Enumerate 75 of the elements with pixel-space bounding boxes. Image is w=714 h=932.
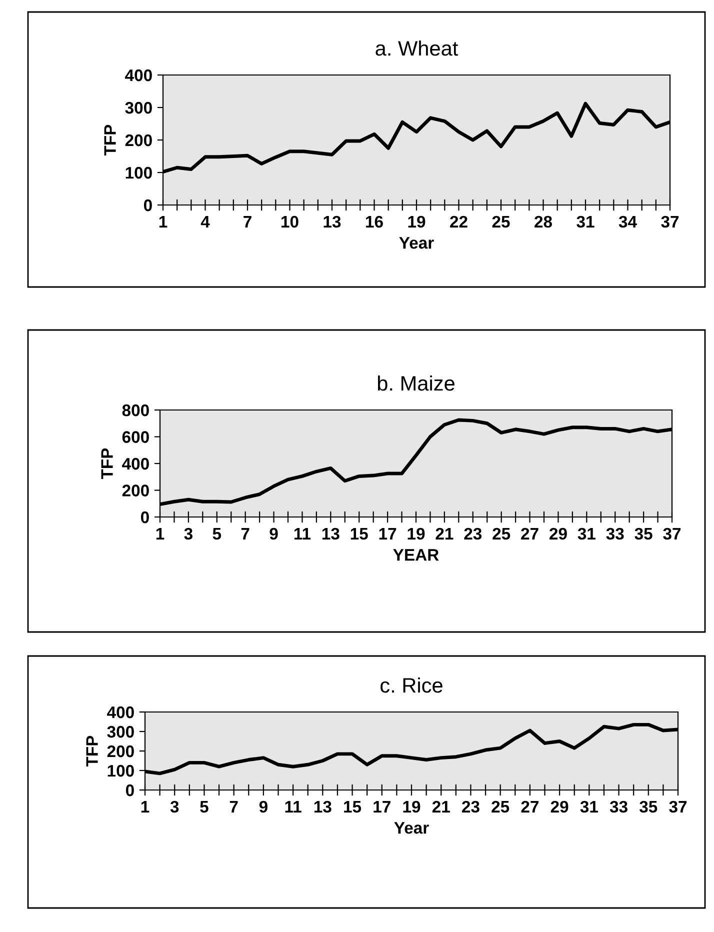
y-axis-title: TFP — [104, 124, 116, 156]
x-tick-label: 5 — [200, 801, 208, 813]
x-tick-label: 29 — [550, 800, 568, 813]
x-tick-label: 1 — [159, 216, 168, 228]
chart-title: a. Wheat — [376, 40, 458, 56]
x-tick-label: 31 — [580, 800, 598, 813]
x-tick-label: 37 — [661, 216, 679, 228]
x-tick-label: 1 — [141, 801, 150, 812]
x-tick-label: 31 — [576, 216, 594, 228]
x-tick-label: 9 — [259, 800, 268, 813]
x-tick-label: 35 — [634, 528, 652, 540]
x-tick-label: 17 — [374, 801, 390, 812]
x-tick-label: 22 — [450, 216, 468, 228]
x-tick-label: 19 — [408, 528, 425, 540]
y-tick-label: 400 — [107, 706, 134, 718]
x-tick-label: 13 — [322, 528, 340, 540]
x-tick-label: 37 — [663, 528, 681, 540]
y-tick-label: 200 — [125, 134, 152, 146]
y-tick-label: 400 — [125, 69, 152, 82]
y-tick-label: 0 — [140, 511, 149, 524]
y-axis-title: TFP — [101, 448, 113, 480]
x-tick-label: 21 — [436, 528, 454, 540]
x-tick-label: 3 — [170, 800, 179, 813]
x-tick-label: 34 — [618, 216, 637, 228]
x-tick-label: 7 — [230, 801, 238, 812]
chart-title: c. Rice — [380, 677, 442, 693]
y-tick-label: 200 — [107, 745, 134, 758]
x-tick-label: 23 — [464, 528, 482, 540]
y-tick-label: 0 — [126, 784, 134, 796]
x-tick-label: 27 — [521, 800, 538, 812]
x-tick-label: 13 — [324, 216, 341, 228]
x-axis-title: Year — [394, 822, 429, 834]
x-tick-label: 11 — [294, 528, 311, 540]
x-tick-label: 27 — [521, 528, 538, 540]
chart-title: b. Maize — [378, 375, 454, 391]
x-tick-label: 1 — [156, 528, 164, 540]
x-tick-label: 9 — [270, 528, 278, 540]
y-tick-label: 400 — [122, 458, 149, 470]
x-tick-label: 25 — [492, 216, 510, 228]
y-tick-label: 600 — [122, 431, 149, 443]
x-tick-label: 33 — [610, 800, 628, 813]
y-tick-label: 300 — [107, 726, 134, 738]
x-tick-label: 19 — [403, 800, 420, 813]
x-tick-label: 29 — [550, 528, 567, 540]
x-tick-label: 15 — [344, 801, 362, 813]
y-tick-label: 100 — [108, 764, 134, 777]
x-tick-label: 15 — [350, 528, 368, 540]
x-tick-label: 23 — [462, 800, 480, 813]
y-tick-label: 300 — [125, 102, 152, 114]
x-tick-label: 33 — [606, 528, 624, 540]
x-tick-label: 28 — [534, 216, 552, 228]
x-tick-label: 21 — [432, 800, 450, 812]
x-tick-label: 35 — [640, 800, 658, 813]
y-tick-label: 0 — [144, 199, 152, 212]
y-tick-label: 800 — [122, 404, 149, 416]
x-tick-label: 13 — [314, 800, 332, 813]
x-axis-title: Year — [399, 237, 434, 249]
x-tick-label: 4 — [200, 216, 210, 228]
x-tick-label: 25 — [492, 800, 510, 813]
x-tick-label: 16 — [366, 216, 383, 228]
x-tick-label: 5 — [212, 528, 222, 540]
x-tick-label: 7 — [241, 528, 250, 540]
y-tick-label: 100 — [126, 166, 152, 179]
x-tick-label: 17 — [379, 528, 396, 540]
x-tick-label: 11 — [285, 801, 302, 812]
x-tick-label: 19 — [408, 216, 426, 228]
x-tick-label: 3 — [184, 528, 192, 540]
x-tick-label: 7 — [244, 216, 252, 228]
x-tick-label: 25 — [492, 528, 510, 540]
x-tick-label: 37 — [669, 800, 687, 813]
x-tick-label: 31 — [578, 528, 596, 540]
x-axis-title: YEAR — [393, 549, 439, 561]
y-axis-title: TFP — [86, 736, 98, 767]
y-tick-label: 200 — [122, 484, 149, 496]
x-tick-label: 10 — [282, 216, 298, 228]
